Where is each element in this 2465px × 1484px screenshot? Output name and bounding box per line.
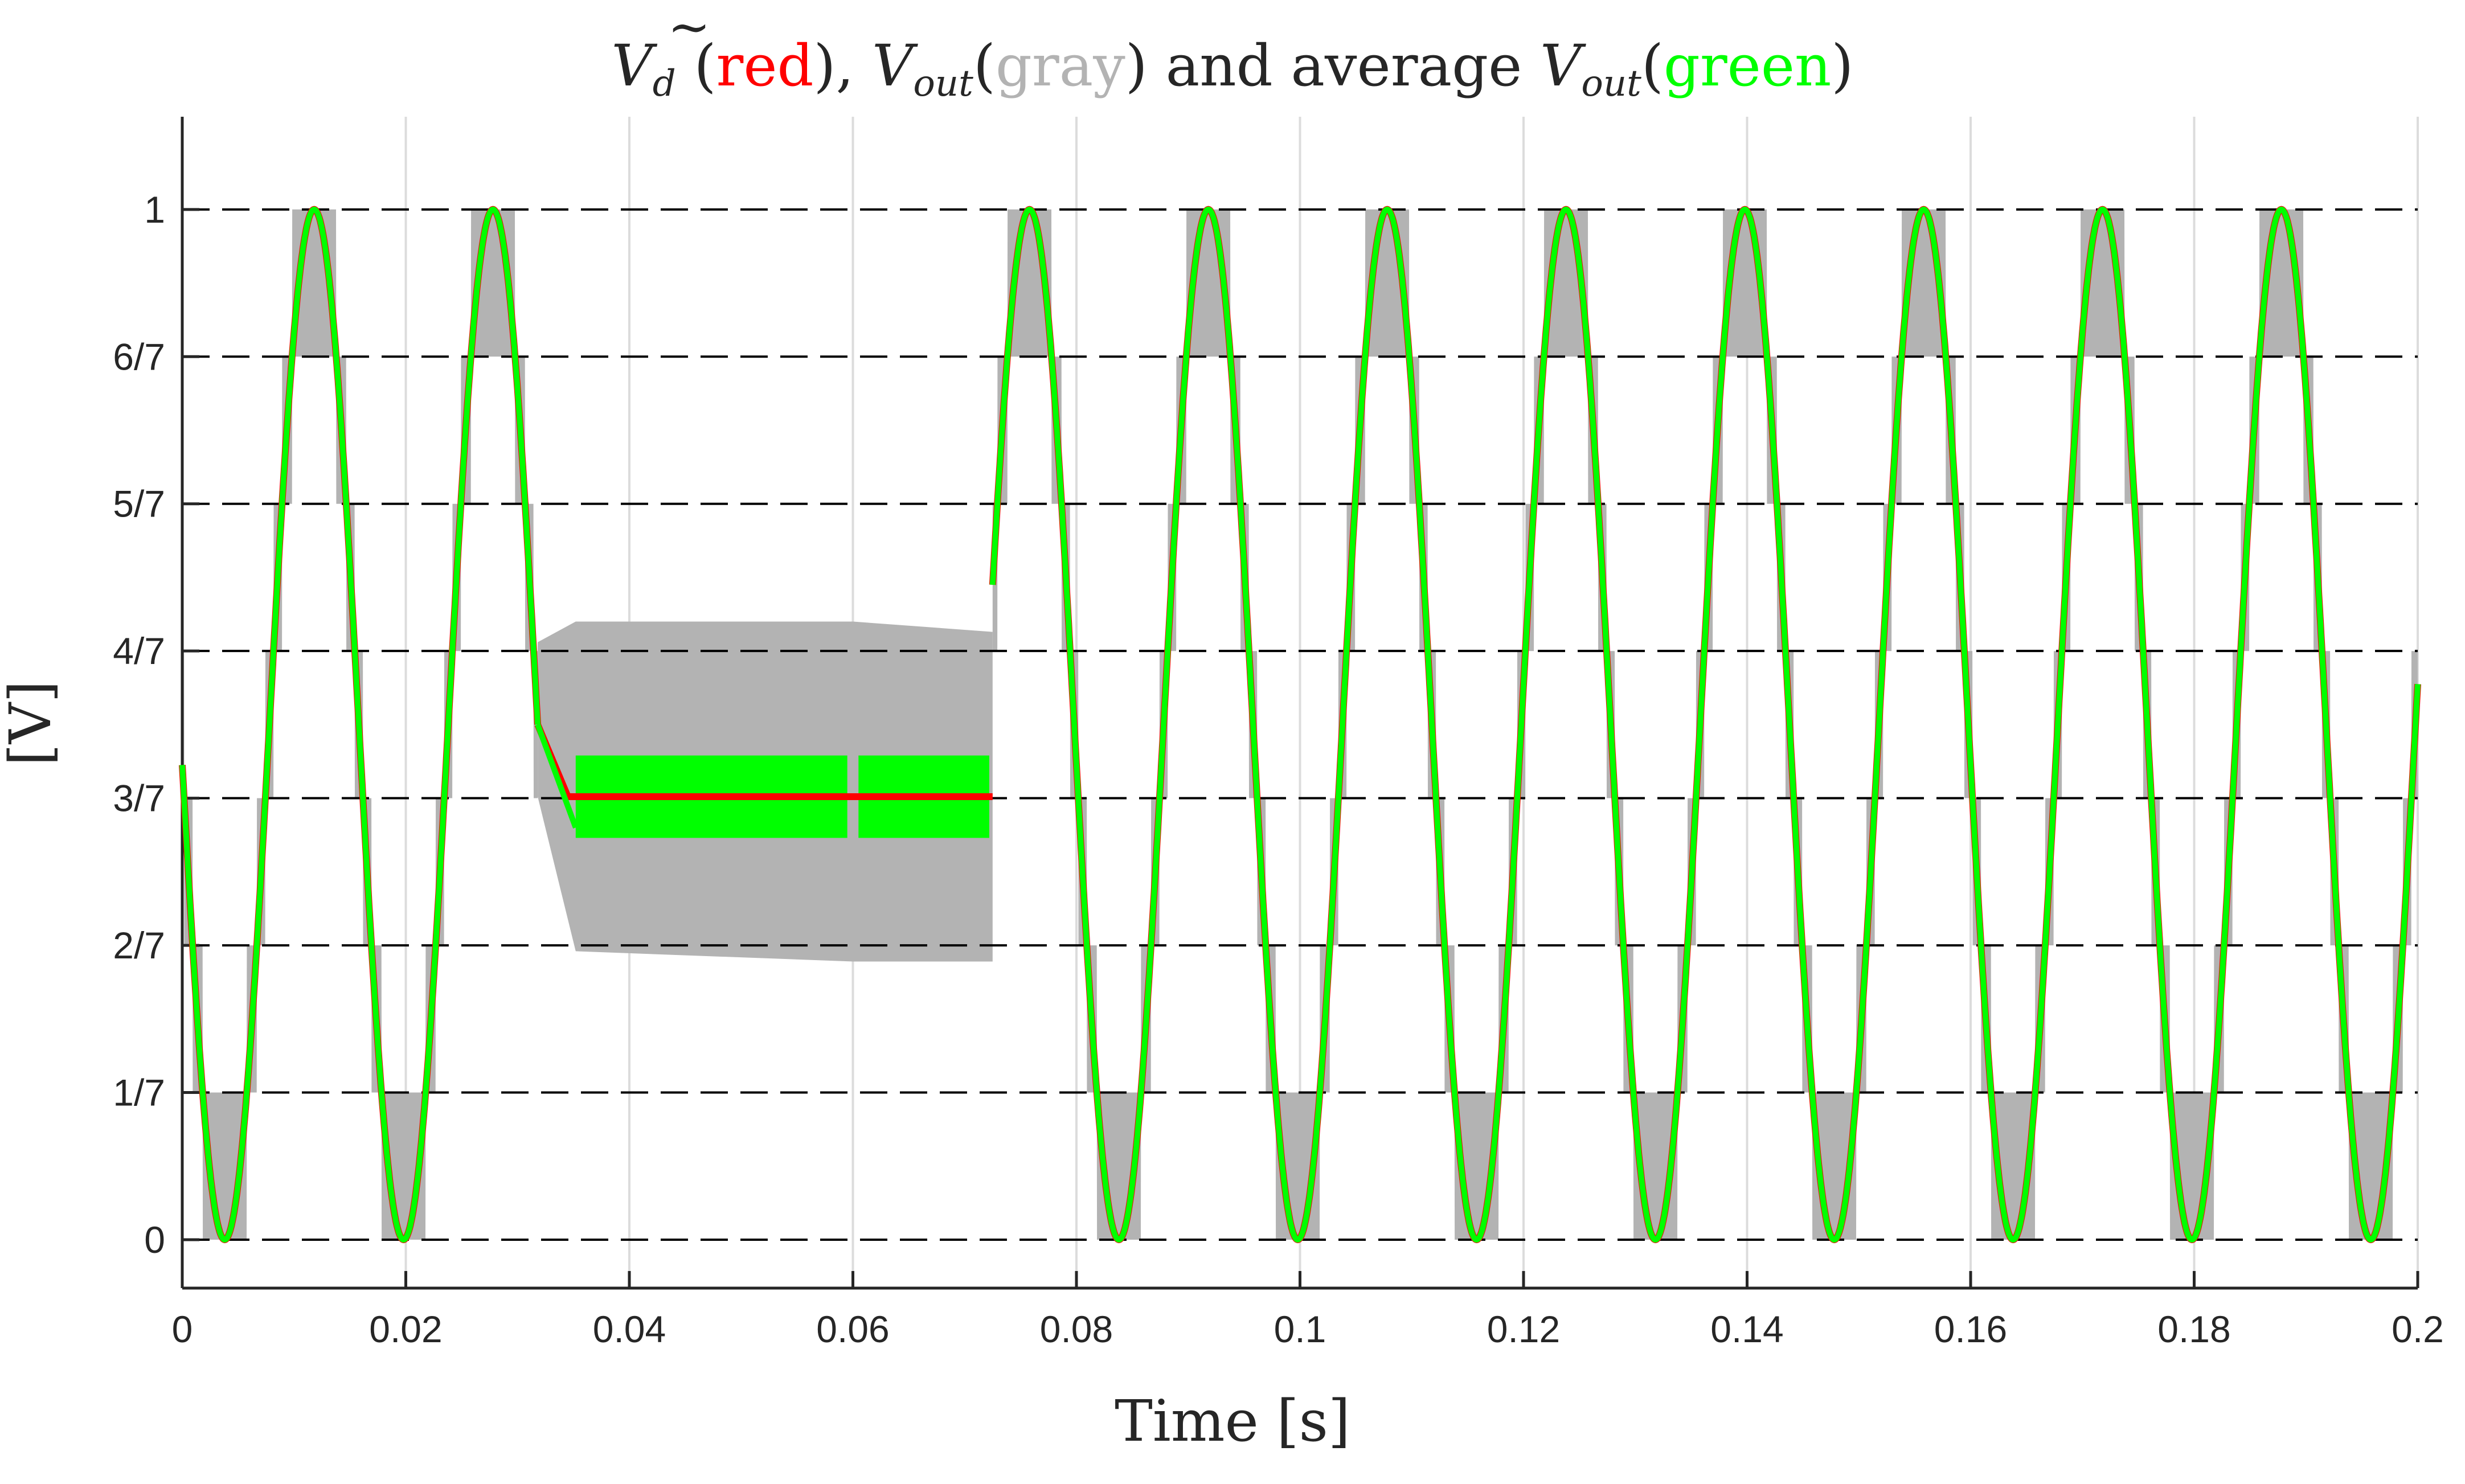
vout-avg-green-line-1 — [179, 206, 541, 1243]
title-vout-base: V — [872, 32, 918, 99]
title-and-average: and average — [1148, 32, 1540, 99]
y-tick-label: 3/7 — [113, 777, 165, 819]
x-tick-label: 0.14 — [1710, 1308, 1783, 1350]
y-tick-label: 1/7 — [113, 1072, 165, 1114]
title-open-paren-2: ( — [973, 32, 996, 99]
x-tick-label: 0.06 — [816, 1308, 889, 1350]
signal-lines — [179, 206, 2421, 1244]
title-comma-close: ), — [814, 32, 854, 99]
x-tick-label: 0.04 — [593, 1308, 666, 1350]
y-tick-label: 2/7 — [113, 924, 165, 966]
x-tick-labels: 0 0.02 0.04 0.06 0.08 0.1 0.12 0.14 0.16 0.18 0.2 — [172, 1308, 2444, 1350]
title-vd-base: V — [612, 32, 658, 99]
title-close-paren-3: ) — [1831, 32, 1853, 99]
title-vout-sub: out — [913, 63, 973, 105]
axes — [181, 117, 2419, 1290]
y-tick-label: 0 — [144, 1219, 165, 1261]
y-tick-label: 6/7 — [113, 335, 165, 378]
title-vd-sub: d — [653, 63, 676, 105]
title-open-paren-1: ( — [694, 32, 716, 99]
title-vd-tilde: ~ — [668, 0, 710, 57]
title-open-paren-3: ( — [1641, 32, 1664, 99]
title-red-word: red — [716, 32, 814, 99]
x-tick-label: 0.16 — [1934, 1308, 2007, 1350]
x-tick-label: 0.2 — [2392, 1308, 2444, 1350]
y-tick-labels: 0 1/7 2/7 3/7 4/7 5/7 6/7 1 — [113, 188, 165, 1261]
x-axis-label: Time [s] — [1115, 1388, 1350, 1454]
chart-title: Vd (red), Vout(gray) and average Vout(gr… — [612, 0, 1854, 105]
x-tick-label: 0 — [172, 1308, 193, 1350]
x-tick-label: 0.1 — [1274, 1308, 1326, 1350]
y-axis-label: [V] — [0, 680, 64, 766]
title-vout-base-2: V — [1540, 32, 1586, 99]
title-close-paren-2: ) — [1125, 32, 1148, 99]
title-gray-word: gray — [996, 32, 1125, 99]
x-tick-label: 0.12 — [1487, 1308, 1560, 1350]
title-green-word: green — [1664, 32, 1832, 99]
vout-avg-green-line-2 — [989, 206, 2421, 1243]
svg-text:Vd (red), Vout(gray) and avera: Vd (red), Vout(gray) and average Vout(gr… — [612, 32, 1854, 105]
y-tick-label: 5/7 — [113, 483, 165, 525]
y-tick-label: 4/7 — [113, 630, 165, 672]
vout-avg-green-fault-line — [535, 723, 579, 829]
title-vout-sub-2: out — [1581, 63, 1641, 105]
x-tick-label: 0.02 — [369, 1308, 442, 1350]
y-tick-label: 1 — [144, 188, 165, 231]
x-tick-label: 0.08 — [1040, 1308, 1113, 1350]
x-tick-label: 0.18 — [2157, 1308, 2230, 1350]
